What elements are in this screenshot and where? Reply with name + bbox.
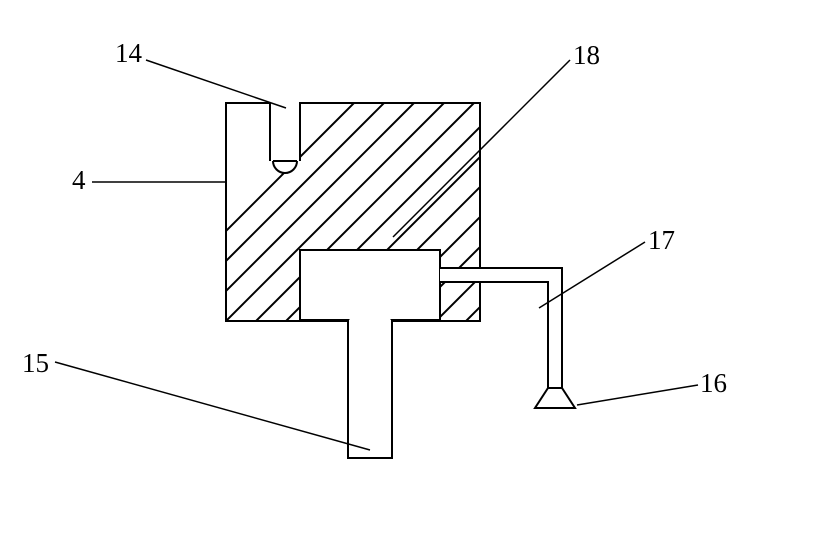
leader-15 xyxy=(55,362,370,450)
callout-14: 14 xyxy=(115,38,142,69)
leader-16 xyxy=(577,385,698,405)
callout-16: 16 xyxy=(700,368,727,399)
top-inlet xyxy=(270,103,300,173)
nozzle xyxy=(535,388,575,408)
callout-18: 18 xyxy=(573,40,600,71)
callout-4: 4 xyxy=(72,165,86,196)
bottom-stem xyxy=(348,319,392,458)
leader-14 xyxy=(146,60,286,108)
inner-cavity xyxy=(300,250,440,320)
leader-18 xyxy=(393,60,570,237)
callout-17: 17 xyxy=(648,225,675,256)
callout-15: 15 xyxy=(22,348,49,379)
diagram-canvas xyxy=(0,0,825,537)
outlet-pipe xyxy=(440,268,575,408)
